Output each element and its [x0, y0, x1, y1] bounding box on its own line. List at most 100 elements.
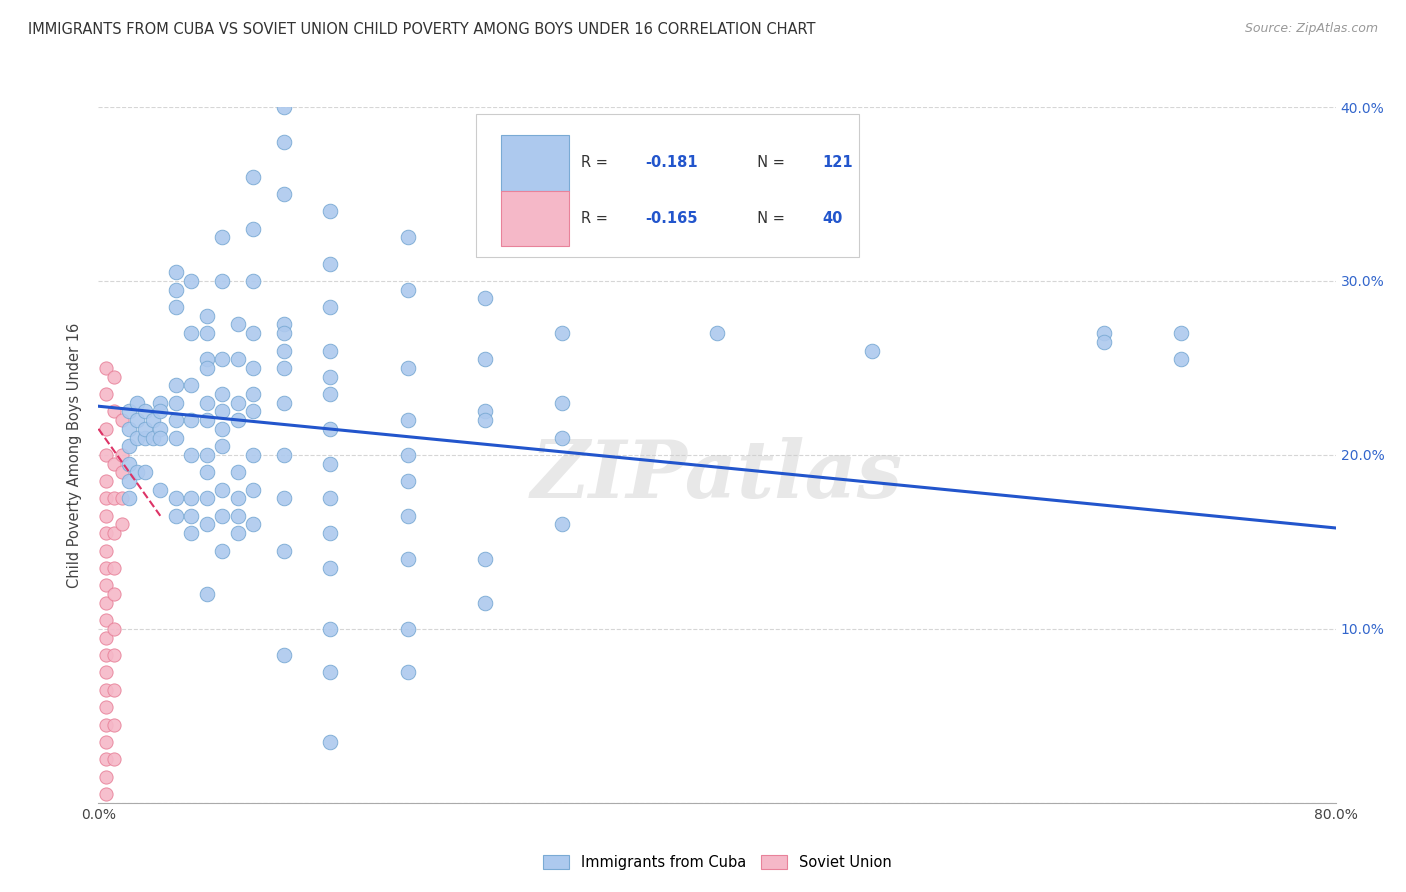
Text: IMMIGRANTS FROM CUBA VS SOVIET UNION CHILD POVERTY AMONG BOYS UNDER 16 CORRELATI: IMMIGRANTS FROM CUBA VS SOVIET UNION CHI… [28, 22, 815, 37]
Point [319, 491, 342, 506]
Point [396, 622, 419, 636]
Point [474, 239, 496, 253]
Text: Source: ZipAtlas.com: Source: ZipAtlas.com [1244, 22, 1378, 36]
Point [134, 466, 156, 480]
Point [211, 422, 233, 436]
Point [273, 360, 295, 375]
Point [396, 283, 419, 297]
Point [242, 404, 264, 418]
Point [118, 422, 141, 436]
Point [319, 204, 342, 219]
Point [226, 466, 249, 480]
Point [226, 526, 249, 541]
Point [111, 466, 134, 480]
Point [165, 431, 187, 445]
Point [195, 491, 218, 506]
Point [396, 552, 419, 566]
Point [226, 491, 249, 506]
Point [474, 552, 496, 566]
Point [103, 369, 125, 384]
Point [96, 770, 118, 784]
Point [1170, 326, 1192, 340]
Point [319, 622, 342, 636]
Point [273, 187, 295, 202]
Text: 121: 121 [823, 155, 853, 170]
Point [103, 622, 125, 636]
Point [226, 318, 249, 332]
Point [134, 431, 156, 445]
Point [319, 735, 342, 749]
Point [273, 100, 295, 114]
Point [180, 413, 202, 427]
Point [180, 448, 202, 462]
Point [103, 561, 125, 575]
Point [149, 422, 172, 436]
Point [195, 352, 218, 367]
Point [103, 682, 125, 697]
Point [195, 326, 218, 340]
Point [127, 431, 149, 445]
Point [103, 587, 125, 601]
Point [226, 508, 249, 523]
Point [211, 404, 233, 418]
Point [96, 578, 118, 592]
Point [273, 648, 295, 662]
Point [165, 378, 187, 392]
Point [242, 483, 264, 497]
Point [142, 431, 165, 445]
Point [319, 457, 342, 471]
Point [118, 439, 141, 453]
FancyBboxPatch shape [475, 114, 859, 257]
Point [396, 508, 419, 523]
Point [127, 466, 149, 480]
Point [242, 517, 264, 532]
Point [96, 387, 118, 401]
Point [96, 787, 118, 801]
Point [474, 291, 496, 305]
Point [551, 431, 574, 445]
Point [273, 491, 295, 506]
Point [134, 422, 156, 436]
Point [396, 448, 419, 462]
Y-axis label: Child Poverty Among Boys Under 16: Child Poverty Among Boys Under 16 [67, 322, 83, 588]
Point [226, 396, 249, 410]
Point [551, 326, 574, 340]
Point [319, 561, 342, 575]
Point [127, 413, 149, 427]
Point [96, 631, 118, 645]
Point [551, 396, 574, 410]
Point [396, 360, 419, 375]
Point [242, 326, 264, 340]
Point [165, 283, 187, 297]
Point [195, 587, 218, 601]
Point [165, 413, 187, 427]
Point [242, 448, 264, 462]
Point [195, 517, 218, 532]
Point [396, 665, 419, 680]
Point [273, 135, 295, 149]
Point [149, 431, 172, 445]
Text: ZIPatlas: ZIPatlas [531, 437, 903, 515]
Point [96, 422, 118, 436]
Point [118, 474, 141, 488]
Point [1092, 326, 1115, 340]
Point [96, 735, 118, 749]
Point [211, 439, 233, 453]
Point [103, 404, 125, 418]
Point [96, 648, 118, 662]
Point [1170, 352, 1192, 367]
Point [211, 387, 233, 401]
Point [96, 717, 118, 731]
Point [319, 369, 342, 384]
Point [134, 404, 156, 418]
Point [242, 387, 264, 401]
Point [103, 457, 125, 471]
Point [165, 396, 187, 410]
Point [396, 230, 419, 244]
Point [242, 360, 264, 375]
Point [103, 491, 125, 506]
Legend: Immigrants from Cuba, Soviet Union: Immigrants from Cuba, Soviet Union [537, 849, 897, 876]
Point [319, 387, 342, 401]
Point [96, 448, 118, 462]
Point [273, 343, 295, 358]
